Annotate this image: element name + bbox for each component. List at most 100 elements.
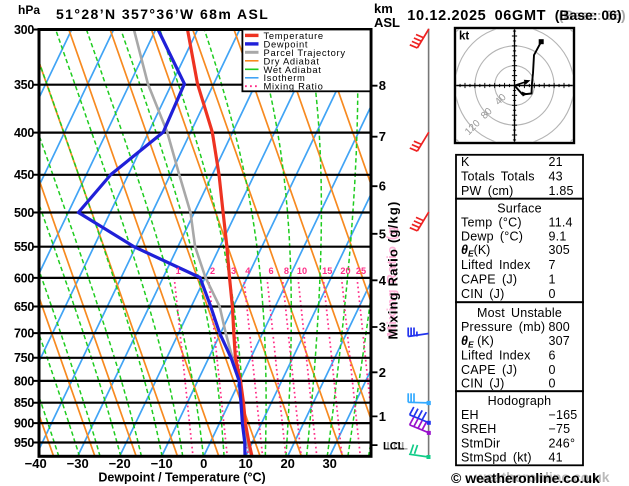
svg-text:10: 10 [297, 266, 307, 276]
svg-text:41: 41 [549, 451, 563, 465]
svg-text:06GMT: 06GMT [495, 8, 547, 24]
svg-text:1: 1 [379, 409, 386, 424]
svg-text:8: 8 [284, 266, 289, 276]
svg-text:25: 25 [356, 266, 366, 276]
svg-text:weatheronline.co.uk: weatheronline.co.uk [474, 469, 610, 485]
svg-text:9.1: 9.1 [549, 229, 567, 243]
svg-text:−75: −75 [549, 422, 571, 436]
svg-text:650: 650 [14, 300, 34, 314]
svg-text:km: km [374, 1, 393, 16]
svg-text:2: 2 [379, 365, 386, 380]
svg-text:CIN (J): CIN (J) [461, 377, 504, 391]
svg-text:850: 850 [14, 396, 34, 410]
svg-text:Most Unstable: Most Unstable [477, 306, 562, 320]
svg-text:Temp (°C): Temp (°C) [461, 215, 522, 229]
svg-text:30: 30 [322, 456, 336, 471]
svg-text:LCL: LCL [387, 441, 409, 453]
svg-text:hPa: hPa [18, 3, 40, 17]
svg-text:1: 1 [176, 266, 181, 276]
svg-text:600: 600 [14, 271, 34, 285]
svg-text:246°: 246° [549, 436, 576, 450]
svg-text:6: 6 [379, 179, 386, 194]
svg-text:Isotherm: Isotherm [264, 72, 306, 83]
svg-text:Hodograph: Hodograph [488, 394, 552, 408]
svg-text:Mixing Ratio: Mixing Ratio [264, 81, 324, 92]
svg-text:Mixing Ratio (g: Mixing Ratio (g [384, 225, 399, 336]
svg-text:11.4: 11.4 [549, 215, 573, 229]
svg-text:4: 4 [245, 266, 251, 276]
svg-text:Wet Adiabat: Wet Adiabat [264, 64, 322, 75]
svg-text:−30: −30 [67, 456, 89, 471]
svg-text:−165: −165 [549, 408, 578, 422]
svg-text:450: 450 [14, 168, 34, 182]
svg-text:10.12.2025: 10.12.2025 [407, 8, 486, 24]
svg-text:305: 305 [549, 243, 570, 257]
svg-text:20: 20 [340, 266, 350, 276]
svg-text:350: 350 [14, 78, 34, 92]
svg-text:43: 43 [549, 169, 563, 183]
svg-text:307: 307 [549, 334, 570, 348]
svg-text:1.85: 1.85 [549, 184, 574, 198]
svg-text:K: K [461, 155, 470, 169]
svg-text:7: 7 [549, 258, 556, 272]
svg-text:Dewpoint: Dewpoint [264, 38, 309, 49]
svg-text:(Base: 06): (Base: 06) [555, 7, 622, 23]
svg-text:Mixing Ratio (g/kg): Mixing Ratio (g/kg) [386, 200, 401, 339]
svg-text:PW (cm): PW (cm) [461, 184, 514, 198]
svg-text:Dewp (°C): Dewp (°C) [461, 229, 523, 243]
svg-text:1: 1 [549, 272, 556, 286]
svg-text:20: 20 [280, 456, 294, 471]
svg-text:Surface: Surface [497, 202, 541, 216]
svg-text:10: 10 [238, 456, 252, 471]
svg-text:0: 0 [549, 363, 556, 377]
svg-text:θE (K): θE (K) [461, 334, 494, 349]
svg-text:CAPE (J): CAPE (J) [461, 272, 517, 286]
svg-text:500: 500 [14, 206, 34, 220]
svg-text:−10: −10 [151, 456, 173, 471]
svg-text:550: 550 [14, 240, 34, 254]
svg-text:8: 8 [379, 78, 386, 93]
svg-text:900: 900 [14, 417, 34, 431]
svg-text:4: 4 [379, 273, 387, 288]
svg-text:950: 950 [14, 436, 34, 450]
svg-text:0: 0 [549, 377, 556, 391]
svg-text:kt: kt [459, 31, 469, 43]
svg-text:0: 0 [200, 456, 207, 471]
svg-text:StmSpd (kt): StmSpd (kt) [461, 451, 532, 465]
svg-text:3: 3 [379, 320, 386, 335]
svg-text:800: 800 [14, 374, 34, 388]
svg-text:15: 15 [322, 266, 332, 276]
svg-text:400: 400 [14, 126, 34, 140]
svg-text:21: 21 [549, 155, 563, 169]
svg-text:−40: −40 [25, 456, 47, 471]
svg-text:0: 0 [549, 287, 556, 301]
svg-text:300: 300 [14, 23, 34, 37]
svg-text:Lifted Index: Lifted Index [461, 348, 531, 362]
svg-text:Pressure (mb): Pressure (mb) [461, 320, 545, 334]
svg-text:−20: −20 [109, 456, 131, 471]
svg-text:LCL: LCL [383, 441, 405, 453]
svg-text:StmDir: StmDir [461, 436, 500, 450]
svg-text:© weatheronline.co.uk: © weatheronline.co.uk [451, 470, 600, 486]
svg-text:SREH: SREH [461, 422, 497, 436]
svg-text:6: 6 [268, 266, 273, 276]
svg-text:Dry Adiabat: Dry Adiabat [264, 55, 320, 66]
svg-text:Totals Totals: Totals Totals [461, 169, 535, 183]
svg-text:θE(K): θE(K) [461, 243, 490, 258]
svg-text:6: 6 [549, 348, 556, 362]
svg-text:3: 3 [231, 266, 236, 276]
svg-text:ASL: ASL [374, 15, 400, 30]
svg-text:Lifted Index: Lifted Index [461, 258, 531, 272]
svg-text:51°28’N 357°36’W 68m ASL: 51°28’N 357°36’W 68m ASL [56, 6, 269, 22]
svg-text:700: 700 [14, 327, 34, 341]
svg-text:2: 2 [210, 266, 215, 276]
svg-text:750: 750 [14, 351, 34, 365]
svg-text:CAPE (J): CAPE (J) [461, 363, 517, 377]
svg-text:Temperature: Temperature [264, 30, 324, 41]
svg-text:800: 800 [549, 320, 570, 334]
svg-text:CIN (J): CIN (J) [461, 287, 504, 301]
svg-text:Dewpoint / Temperature (°C): Dewpoint / Temperature (°C) [98, 471, 265, 485]
svg-text:5: 5 [379, 226, 386, 241]
svg-text:(Base: 06): (Base: 06) [559, 7, 626, 23]
svg-text:EH: EH [461, 408, 479, 422]
